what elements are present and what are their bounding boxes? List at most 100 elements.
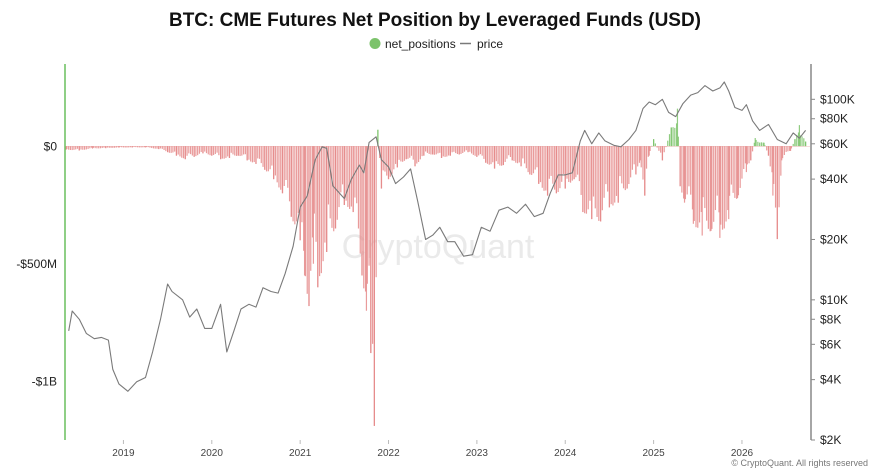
net-position-bar [80,146,82,150]
net-position-bar [372,146,374,344]
net-position-bar [267,146,269,172]
net-position-bar [365,146,368,311]
net-position-bar [564,146,566,189]
net-position-bar [755,139,757,147]
net-position-bar [520,146,522,167]
net-position-bar [548,146,550,179]
net-position-bar [640,146,642,168]
x-tick-label: 2025 [642,448,665,459]
legend-label-price[interactable]: price [477,37,503,51]
net-position-bar [191,146,193,156]
net-position-bar [87,146,89,149]
net-position-bar [601,146,603,211]
net-position-bar [294,146,296,225]
net-position-bar [402,146,404,162]
net-position-bar [612,146,614,206]
net-position-bar [253,146,255,163]
net-position-bar [757,141,759,147]
net-position-bar [129,146,132,148]
net-position-bar [479,146,482,155]
net-position-bar [725,146,727,222]
net-position-bar [478,146,480,156]
net-position-bar [250,146,252,162]
net-position-bar [375,146,377,278]
net-position-bar [221,146,223,159]
net-position-bar [331,146,333,228]
net-position-bar [257,146,259,159]
net-position-bar [167,146,169,153]
net-position-bar [317,146,319,288]
net-position-bar [679,146,681,187]
net-position-bar [333,146,335,232]
net-position-bar [396,146,398,168]
legend[interactable]: net_positions price [369,37,504,51]
price-line [68,81,807,392]
net-position-bar [665,146,667,148]
net-position-bar [508,146,510,156]
net-position-bar [68,146,70,150]
y-right-tick-label: $2K [820,433,841,447]
net-position-bar [75,146,77,150]
legend-marker-net-positions[interactable] [369,38,381,49]
net-position-bar [128,146,130,148]
net-position-bar [269,146,271,170]
net-position-bar [281,146,284,194]
net-position-bar [350,146,353,207]
legend-label-net-positions[interactable]: net_positions [385,37,456,51]
net-position-bar [343,146,345,205]
net-position-bar [674,127,676,147]
net-position-bar [398,146,400,160]
net-position-bar [106,146,109,148]
net-position-bar [158,146,160,150]
net-position-bar [357,146,360,229]
net-position-bar [265,146,268,172]
net-position-bar [783,146,785,155]
net-position-bar [101,146,103,149]
net-position-bar [472,146,474,155]
net-position-bar [486,146,489,164]
net-position-bar [407,146,409,159]
net-position-bar [485,146,487,163]
net-position-bar [732,146,734,193]
net-position-bar [529,146,531,175]
net-position-bar [320,146,322,274]
net-position-bar [506,146,508,159]
net-position-bar [189,146,192,155]
chart-title: BTC: CME Futures Net Position by Leverag… [169,10,701,31]
net-position-bar [538,146,540,184]
net-position-bar [769,146,771,167]
net-position-bar [234,146,236,156]
net-position-bar [98,146,100,149]
net-position-bar [561,146,563,182]
net-position-bar [776,146,778,240]
net-position-bar [460,146,462,154]
net-position-bar [285,146,287,181]
net-position-bar [559,146,561,189]
net-position-bar [280,146,282,190]
net-position-bar [693,146,695,221]
net-position-bar [451,146,453,153]
net-position-bar [582,146,584,213]
net-position-bar [448,146,450,156]
net-position-bar [159,146,162,149]
net-position-bar [598,146,600,221]
net-position-bar [361,146,363,276]
net-position-bar [430,146,432,155]
net-position-bar [204,146,206,152]
net-position-bar [65,146,67,150]
x-tick-label: 2020 [201,448,224,459]
net-position-bar [778,146,780,208]
net-position-bar [177,146,179,155]
net-position-bar [748,146,750,164]
net-position-bar [202,146,204,154]
net-position-bar [766,146,768,151]
net-position-bar [554,146,556,190]
net-position-bar [356,146,358,204]
net-position-bar [271,146,273,166]
net-position-bar [492,146,494,163]
net-position-bar [631,146,633,170]
net-position-bar [71,146,73,151]
net-position-bar [66,146,68,150]
net-position-bar [797,132,800,147]
y-right-tick-label: $10K [820,293,848,307]
